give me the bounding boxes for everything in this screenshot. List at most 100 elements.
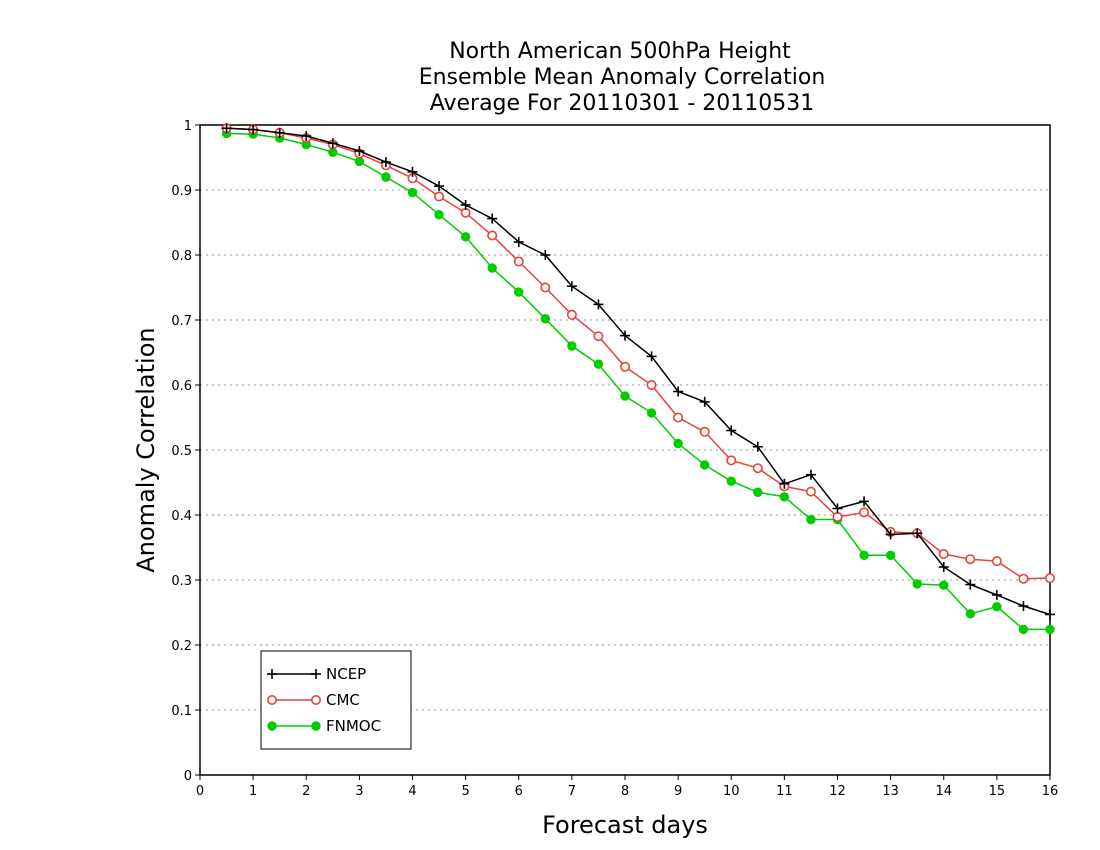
x-tick-label-11: 11	[776, 784, 793, 799]
y-tick-label-5: 0.5	[171, 444, 192, 459]
x-tick-label-1: 1	[249, 784, 257, 799]
data-point-ncep-24	[859, 496, 870, 507]
data-point-cmc-20	[752, 463, 763, 474]
legend-label-cmc: CMC	[326, 691, 360, 709]
y-tick-label-10: 1	[184, 119, 192, 134]
data-point-cmc-17	[673, 412, 684, 423]
legend-marker-end-ncep	[311, 669, 321, 679]
x-tick-label-16: 16	[1042, 784, 1059, 799]
data-point-fnmoc-18	[699, 460, 710, 470]
legend-item-cmc: CMC	[266, 691, 360, 709]
x-tick-label-3: 3	[355, 784, 363, 799]
x-tick-label-4: 4	[408, 784, 416, 799]
y-tick-label-0: 0	[184, 769, 192, 784]
data-point-fnmoc-21	[779, 492, 790, 502]
x-tick-label-15: 15	[989, 784, 1006, 799]
legend-marker-end-cmc	[310, 694, 321, 705]
data-point-ncep-11	[513, 237, 524, 247]
data-point-fnmoc-13	[567, 341, 577, 351]
legend-label-ncep: NCEP	[326, 665, 366, 683]
legend-marker-start-cmc	[266, 694, 277, 705]
data-point-cmc-13	[566, 309, 577, 320]
data-point-ncep-10	[487, 213, 498, 224]
legend-marker-end-fnmoc	[311, 721, 321, 731]
data-point-fnmoc-10	[487, 263, 497, 273]
series-fnmoc	[221, 128, 1055, 635]
data-point-ncep-16	[646, 351, 657, 362]
data-point-ncep-31	[1045, 609, 1055, 620]
y-tick-label-8: 0.8	[171, 249, 192, 264]
data-point-fnmoc-27	[939, 580, 949, 590]
x-tick-label-12: 12	[829, 784, 846, 799]
data-point-ncep-4	[327, 138, 338, 149]
data-point-cmc-28	[965, 554, 976, 565]
data-point-cmc-12	[540, 282, 551, 293]
x-tick-label-7: 7	[568, 784, 576, 799]
series-group	[221, 123, 1056, 635]
data-point-fnmoc-20	[753, 487, 763, 497]
data-point-cmc-23	[832, 511, 843, 522]
data-point-cmc-18	[699, 426, 710, 437]
data-point-ncep-19	[726, 425, 737, 436]
series-line-cmc	[226, 127, 1051, 580]
x-tick-label-2: 2	[302, 784, 310, 799]
x-tick-label-13: 13	[882, 784, 899, 799]
data-point-fnmoc-26	[912, 579, 922, 589]
legend-item-ncep: NCEP	[267, 665, 366, 683]
series-ncep	[221, 123, 1055, 620]
legend: NCEP CMC FNMOC	[260, 650, 412, 750]
chart-title-line-2: Ensemble Mean Anomaly Correlation	[419, 65, 826, 90]
data-point-ncep-25	[885, 529, 896, 540]
data-point-fnmoc-16	[646, 408, 657, 418]
data-point-ncep-1	[248, 124, 259, 135]
data-point-ncep-3	[301, 131, 312, 142]
data-point-ncep-7	[407, 166, 418, 177]
x-axis-label: Forecast days	[542, 811, 708, 839]
x-tick-label-10: 10	[723, 784, 740, 799]
data-point-cmc-22	[805, 486, 816, 497]
data-point-fnmoc-30	[1018, 624, 1029, 635]
data-point-fnmoc-22	[806, 514, 816, 525]
series-cmc	[221, 123, 1056, 584]
data-point-ncep-28	[965, 579, 976, 590]
data-point-ncep-17	[673, 386, 684, 397]
data-point-fnmoc-24	[859, 550, 869, 560]
data-point-fnmoc-14	[593, 359, 604, 369]
y-tick-label-4: 0.4	[171, 509, 192, 524]
data-point-cmc-24	[859, 507, 870, 518]
y-tick-label-9: 0.9	[171, 184, 192, 199]
data-point-ncep-15	[620, 330, 630, 341]
legend-label-fnmoc: FNMOC	[326, 717, 381, 735]
y-tick-label-7: 0.7	[171, 314, 192, 329]
legend-item-fnmoc: FNMOC	[267, 717, 381, 735]
data-point-fnmoc-12	[540, 314, 551, 324]
data-point-ncep-20	[752, 441, 763, 452]
data-point-fnmoc-6	[381, 172, 391, 182]
data-point-fnmoc-19	[726, 476, 736, 486]
x-tick-label-9: 9	[674, 784, 682, 799]
data-point-ncep-9	[460, 199, 471, 210]
y-tick-label-6: 0.6	[171, 379, 192, 394]
data-point-fnmoc-28	[965, 609, 976, 619]
x-tick-label-6: 6	[515, 784, 523, 799]
data-point-fnmoc-31	[1045, 624, 1055, 635]
y-axis-label: Anomaly Correlation	[132, 327, 160, 572]
data-point-ncep-13	[566, 281, 577, 292]
y-axis-ticks: 0 0.1 0.2 0.3 0.4 0.5 0.6 0.7 0.8 0.9 1	[171, 119, 200, 784]
data-point-fnmoc-8	[434, 210, 444, 220]
data-point-ncep-12	[540, 250, 551, 260]
data-point-ncep-5	[354, 146, 365, 156]
gridlines	[200, 189, 1050, 711]
data-point-fnmoc-17	[673, 438, 683, 449]
legend-marker-start-ncep	[267, 669, 277, 679]
data-point-fnmoc-9	[460, 232, 471, 242]
x-tick-label-0: 0	[196, 784, 204, 799]
data-point-ncep-8	[434, 181, 445, 192]
data-point-cmc-29	[991, 556, 1002, 567]
data-point-fnmoc-25	[885, 550, 896, 560]
data-point-ncep-26	[912, 528, 923, 539]
data-point-cmc-14	[593, 331, 604, 342]
chart-title-line-1: North American 500hPa Height	[449, 39, 791, 64]
data-point-ncep-23	[832, 503, 843, 514]
series-line-fnmoc	[226, 132, 1050, 631]
